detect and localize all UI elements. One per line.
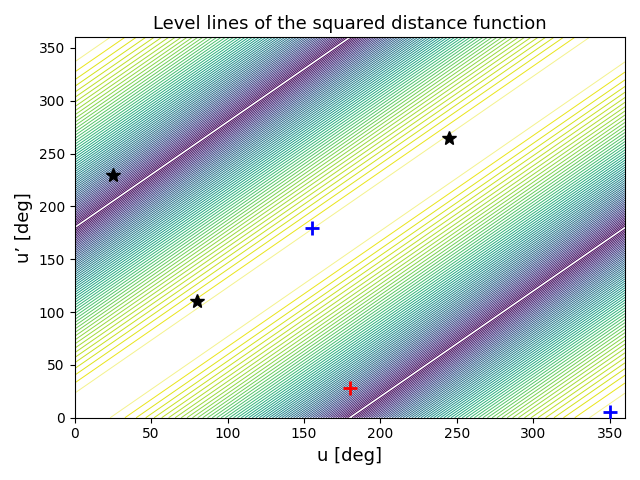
- Title: Level lines of the squared distance function: Level lines of the squared distance func…: [153, 15, 547, 33]
- Y-axis label: u’ [deg]: u’ [deg]: [15, 192, 33, 263]
- X-axis label: u [deg]: u [deg]: [317, 447, 382, 465]
